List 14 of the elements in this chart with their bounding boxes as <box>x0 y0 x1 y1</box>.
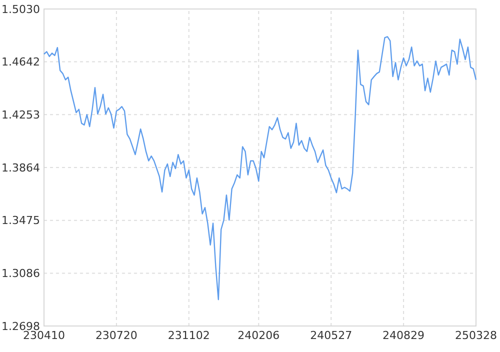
x-tick-label: 230720 <box>95 329 138 342</box>
line-series <box>43 36 477 300</box>
x-tick-label: 240206 <box>238 329 280 342</box>
x-tick-label: 240829 <box>382 329 425 342</box>
y-tick-label: 1.5030 <box>2 2 40 16</box>
y-tick-label: 1.3086 <box>2 267 40 280</box>
y-tick-label: 1.4253 <box>2 108 40 122</box>
x-tick-label: 230410 <box>23 329 65 342</box>
x-tick-label: 240527 <box>310 329 352 342</box>
x-tick-label: 231102 <box>168 329 210 342</box>
y-tick-label: 1.3864 <box>2 161 40 174</box>
y-tick-label: 1.3475 <box>2 214 40 228</box>
x-tick-label: 250328 <box>455 329 497 342</box>
y-tick-label: 1.4642 <box>2 56 40 69</box>
